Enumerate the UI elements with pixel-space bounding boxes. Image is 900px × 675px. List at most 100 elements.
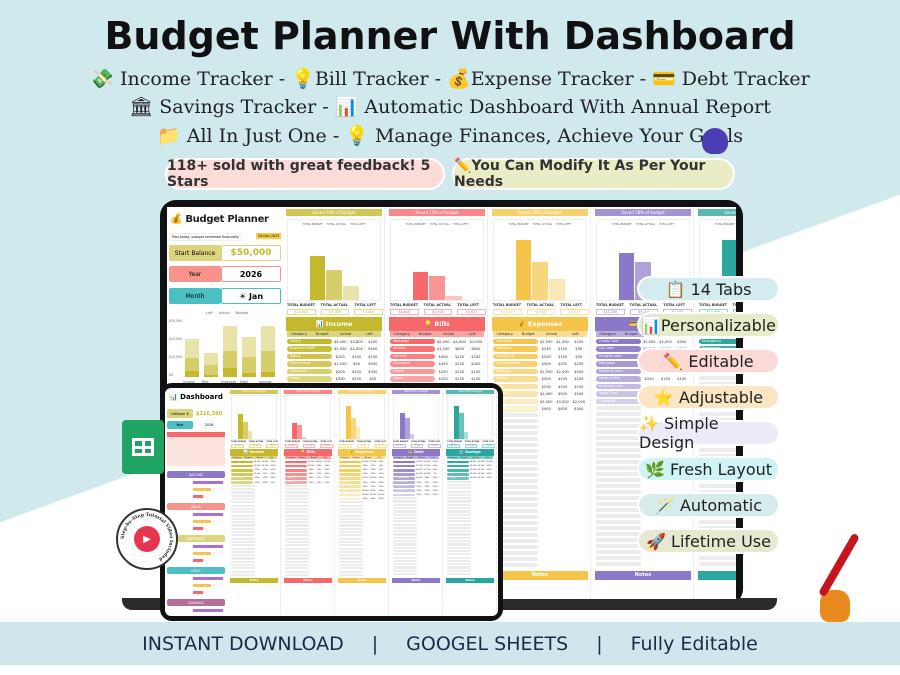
category-chip[interactable]: Health	[339, 481, 362, 484]
category-chip[interactable]: Dividends	[231, 477, 254, 480]
total-label: TOTAL ACTUAL	[526, 303, 554, 307]
category-chip[interactable]: Store Card	[393, 489, 416, 493]
category-chip[interactable]: Gifts	[493, 383, 539, 390]
category-chip[interactable]: Personal Loan	[393, 477, 416, 480]
category-chip[interactable]: Internet	[390, 353, 436, 360]
category-chip[interactable]: Business Loan	[393, 485, 416, 489]
category-chip[interactable]: Emergency	[447, 460, 470, 464]
category-chip[interactable]: Emergency	[699, 338, 736, 345]
category-chip[interactable]: Mortgage	[596, 361, 642, 367]
table-row: Emergency$4,000$3,000$1,000	[447, 460, 493, 464]
category-chip[interactable]: Credit Card	[393, 460, 416, 464]
category-chip[interactable]: Credit Card	[596, 338, 642, 345]
table-row: Other$2,000$1,500$500	[447, 477, 493, 481]
start-balance-value[interactable]: $50,000	[221, 245, 281, 261]
empty-row	[285, 511, 309, 514]
progress-bar	[193, 591, 203, 594]
notes-header: Notes	[284, 578, 332, 583]
category-chip[interactable]: Phone	[285, 477, 308, 480]
category-chip[interactable]: Student Loan	[596, 353, 642, 360]
category-chip[interactable]: Bonus	[287, 353, 333, 360]
header-cell: Actual	[418, 456, 425, 459]
category-chip[interactable]: Other	[287, 376, 333, 382]
cell: $250	[416, 493, 422, 496]
empty-row	[285, 540, 309, 544]
category-chip[interactable]: Business Profit	[287, 346, 333, 352]
category-chip[interactable]: Overdraft	[596, 398, 642, 405]
category-chip[interactable]: Business Loan	[596, 383, 642, 390]
category-chip[interactable]: Mortgage	[393, 472, 416, 476]
category-chip[interactable]: Store Card	[596, 391, 642, 397]
category-chip[interactable]: Insurance	[285, 472, 308, 476]
category-chip[interactable]: Student Loan	[393, 468, 416, 472]
category-chip[interactable]: Groceries	[493, 338, 539, 345]
category-chip[interactable]: Other	[390, 376, 436, 382]
empty-row	[447, 497, 471, 500]
header-cell: Left	[323, 456, 328, 459]
category-chip[interactable]: Overdraft	[393, 493, 416, 497]
category-chip[interactable]: Dining Out	[493, 353, 539, 360]
cell: $250	[378, 473, 384, 476]
total-label: TOTAL BUDGET	[339, 440, 355, 443]
category-chip[interactable]: Transport	[339, 464, 362, 468]
category-chip[interactable]: Dining Out	[339, 468, 362, 472]
category-chip[interactable]: Retirement	[447, 464, 470, 468]
category-chip[interactable]: Groceries	[339, 460, 362, 464]
category-chip[interactable]: Entertainment	[339, 472, 362, 476]
category-chip[interactable]: Utilities	[390, 346, 436, 352]
feature-line-1: 💸 Income Tracker - 💡Bill Tracker - 💰Expe…	[90, 68, 810, 90]
feature-badge: 🌿 Fresh Layout	[637, 456, 780, 482]
month-value[interactable]: ☀ Jan	[221, 288, 281, 304]
category-chip[interactable]: Other	[285, 481, 308, 484]
category-chip[interactable]: Investments	[447, 472, 470, 476]
category-chip[interactable]: Bonus	[231, 468, 254, 472]
empty-row	[393, 536, 417, 539]
year-value[interactable]: 2026	[221, 266, 281, 282]
header-cell: Budget	[298, 456, 306, 459]
dash-year-value[interactable]: 2026	[204, 423, 214, 427]
category-chip[interactable]: Dividends	[287, 368, 333, 375]
category-chip[interactable]: Personal Loan	[596, 368, 642, 375]
category-chip[interactable]: Business Profit	[231, 464, 254, 468]
category-chip[interactable]: Utilities	[285, 464, 308, 468]
category-chip[interactable]: Clothing	[339, 477, 362, 480]
category-chip[interactable]: Side Income	[231, 472, 254, 476]
empty-row	[447, 516, 471, 520]
legend-item: Actual	[218, 311, 230, 315]
category-chip[interactable]: Clothing	[493, 368, 539, 375]
category-chip[interactable]: Other	[231, 481, 254, 484]
category-chip[interactable]: Car Loan	[596, 346, 642, 352]
cell: $150	[557, 354, 568, 359]
category-chip[interactable]: Side Income	[287, 361, 333, 367]
category-chip[interactable]: Vacation	[447, 468, 470, 472]
table-row: Clothing $2,500 $2,000 $500	[493, 368, 587, 375]
cell: $4,000	[469, 460, 477, 463]
category-chip[interactable]: Insurance	[390, 361, 436, 367]
category-chip[interactable]: Car Loan	[393, 464, 416, 468]
category-chip[interactable]: Entertainment	[493, 361, 539, 367]
table-row: Bonus $200 $100 $100	[231, 468, 277, 472]
category-chip[interactable]: Phone	[390, 368, 436, 375]
category-chip[interactable]: Mortgage	[285, 460, 308, 464]
total-value: $6,600	[285, 444, 298, 449]
category-chip[interactable]: Health	[493, 376, 539, 382]
category-chip[interactable]: Education	[493, 406, 539, 412]
table-row: Transport $240 $150 $90	[493, 346, 587, 353]
category-chip[interactable]: Travel	[339, 489, 362, 493]
header-cell: Category	[599, 332, 616, 336]
category-chip[interactable]: Salary	[231, 460, 254, 464]
category-chip[interactable]: Salary	[287, 338, 333, 345]
category-chip[interactable]: Education	[339, 497, 362, 501]
category-chip[interactable]: Mortgage	[390, 338, 436, 345]
category-chip[interactable]: Gifts	[339, 485, 362, 489]
category-chip[interactable]: Other	[447, 477, 470, 480]
category-chip[interactable]: Medical Bills	[596, 376, 642, 382]
category-chip[interactable]: Home	[339, 493, 362, 497]
category-chip[interactable]: Medical Bills	[393, 481, 416, 484]
category-chip[interactable]: Transport	[493, 346, 539, 352]
category-chip[interactable]: Internet	[285, 468, 308, 472]
empty-row	[596, 537, 642, 542]
empty-row	[447, 480, 471, 483]
empty-row	[393, 566, 417, 569]
cell: $150	[370, 485, 376, 488]
